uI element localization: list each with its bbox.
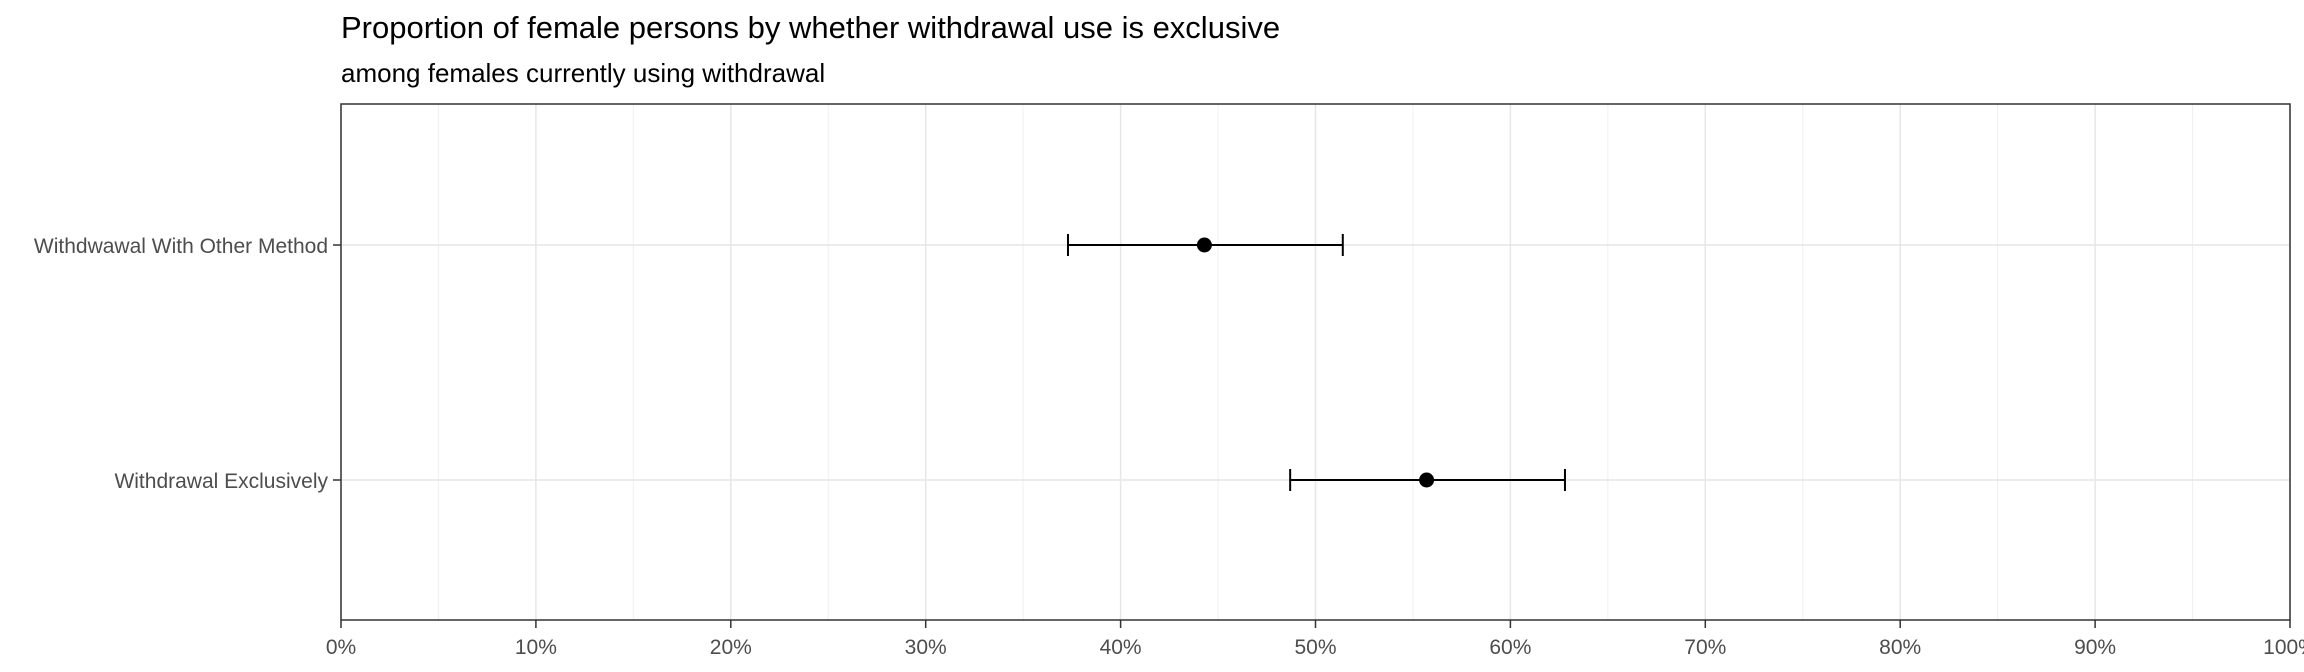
grid-layer (340, 104, 2291, 620)
chart-subtitle: among females currently using withdrawal (341, 58, 826, 88)
chart-title: Proportion of female persons by whether … (341, 10, 1281, 45)
x-tick-label: 70% (1684, 636, 1726, 659)
x-tick-label: 30% (905, 636, 947, 659)
x-tick-label: 90% (2074, 636, 2116, 659)
x-tick-label: 80% (1879, 636, 1921, 659)
x-tick-label: 50% (1294, 636, 1336, 659)
y-tick-label: Withdwawal With Other Method (34, 235, 328, 258)
y-tick-label: Withdrawal Exclusively (114, 470, 328, 493)
x-tick-label: 40% (1100, 636, 1142, 659)
data-layer (1066, 234, 1566, 491)
estimate-point (1419, 472, 1435, 488)
axis-layer: 0% 10% 20% 30% 40% 50% 60% 70% 80% 90% 100% Withdwa… (34, 235, 2304, 659)
x-tick-label: 100% (2263, 636, 2304, 659)
x-tick-label: 0% (326, 636, 356, 659)
x-tick-label: 60% (1489, 636, 1531, 659)
x-tick-label: 10% (515, 636, 557, 659)
estimate-point (1196, 237, 1212, 253)
x-tick-label: 20% (710, 636, 752, 659)
